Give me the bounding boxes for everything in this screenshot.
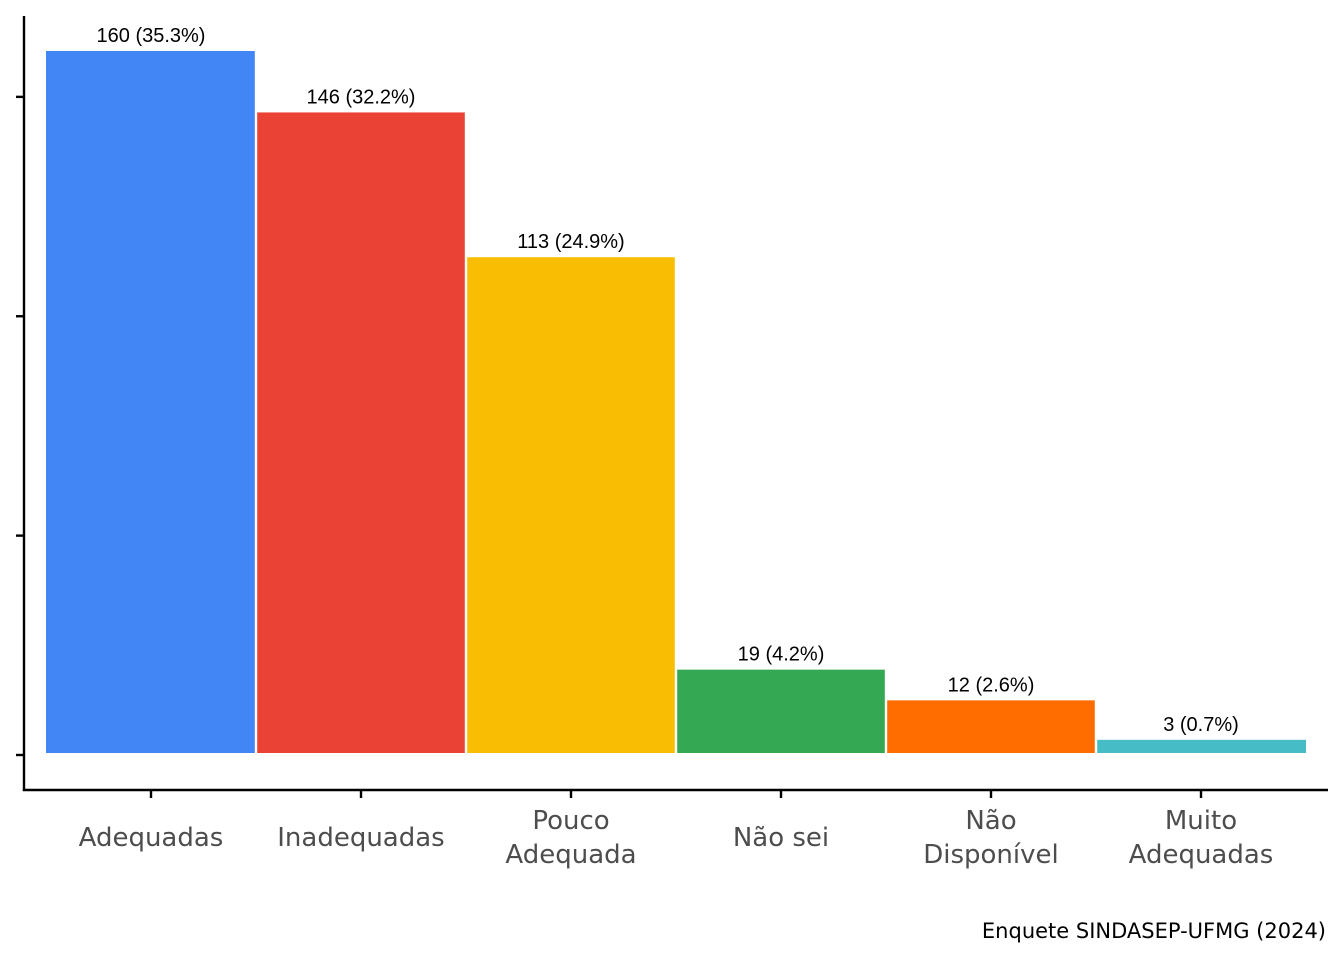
category-label-5-1: Adequadas xyxy=(1129,840,1274,870)
category-labels: Adequadas Inadequadas Pouco Adequada Não sei… xyxy=(79,806,1274,870)
data-label-2: 113 (24.9%) xyxy=(517,231,624,253)
bar-0 xyxy=(46,51,255,753)
category-label-5-0: Muito xyxy=(1165,806,1237,836)
category-label-4-1: Disponível xyxy=(923,840,1059,870)
data-label-0: 160 (35.3%) xyxy=(97,25,206,47)
category-label-2-0: Pouco xyxy=(532,806,609,836)
bar-4 xyxy=(887,700,1095,753)
data-label-4: 12 (2.6%) xyxy=(948,674,1035,696)
bar-5 xyxy=(1097,739,1306,753)
bar-3 xyxy=(677,669,885,753)
y-axis xyxy=(16,16,26,791)
data-label-5: 3 (0.7%) xyxy=(1163,714,1239,736)
category-label-0-0: Adequadas xyxy=(79,823,224,853)
bar-1 xyxy=(257,112,465,754)
data-labels-group: 160 (35.3%) 146 (32.2%) 113 (24.9%) 19 (4.2… xyxy=(97,25,1239,736)
category-label-3-0: Não sei xyxy=(733,823,829,853)
category-label-2-1: Adequada xyxy=(505,840,636,870)
bar-2 xyxy=(467,257,675,753)
data-label-1: 146 (32.2%) xyxy=(307,86,416,108)
bars-group xyxy=(46,51,1306,754)
y-ticks xyxy=(16,95,24,757)
data-label-3: 19 (4.2%) xyxy=(738,644,825,666)
chart-caption: Enquete SINDASEP-UFMG (2024) xyxy=(982,919,1326,943)
x-axis xyxy=(22,788,1328,798)
category-label-1-0: Inadequadas xyxy=(277,823,444,853)
category-label-4-0: Não xyxy=(965,806,1016,836)
x-ticks xyxy=(149,790,1203,798)
